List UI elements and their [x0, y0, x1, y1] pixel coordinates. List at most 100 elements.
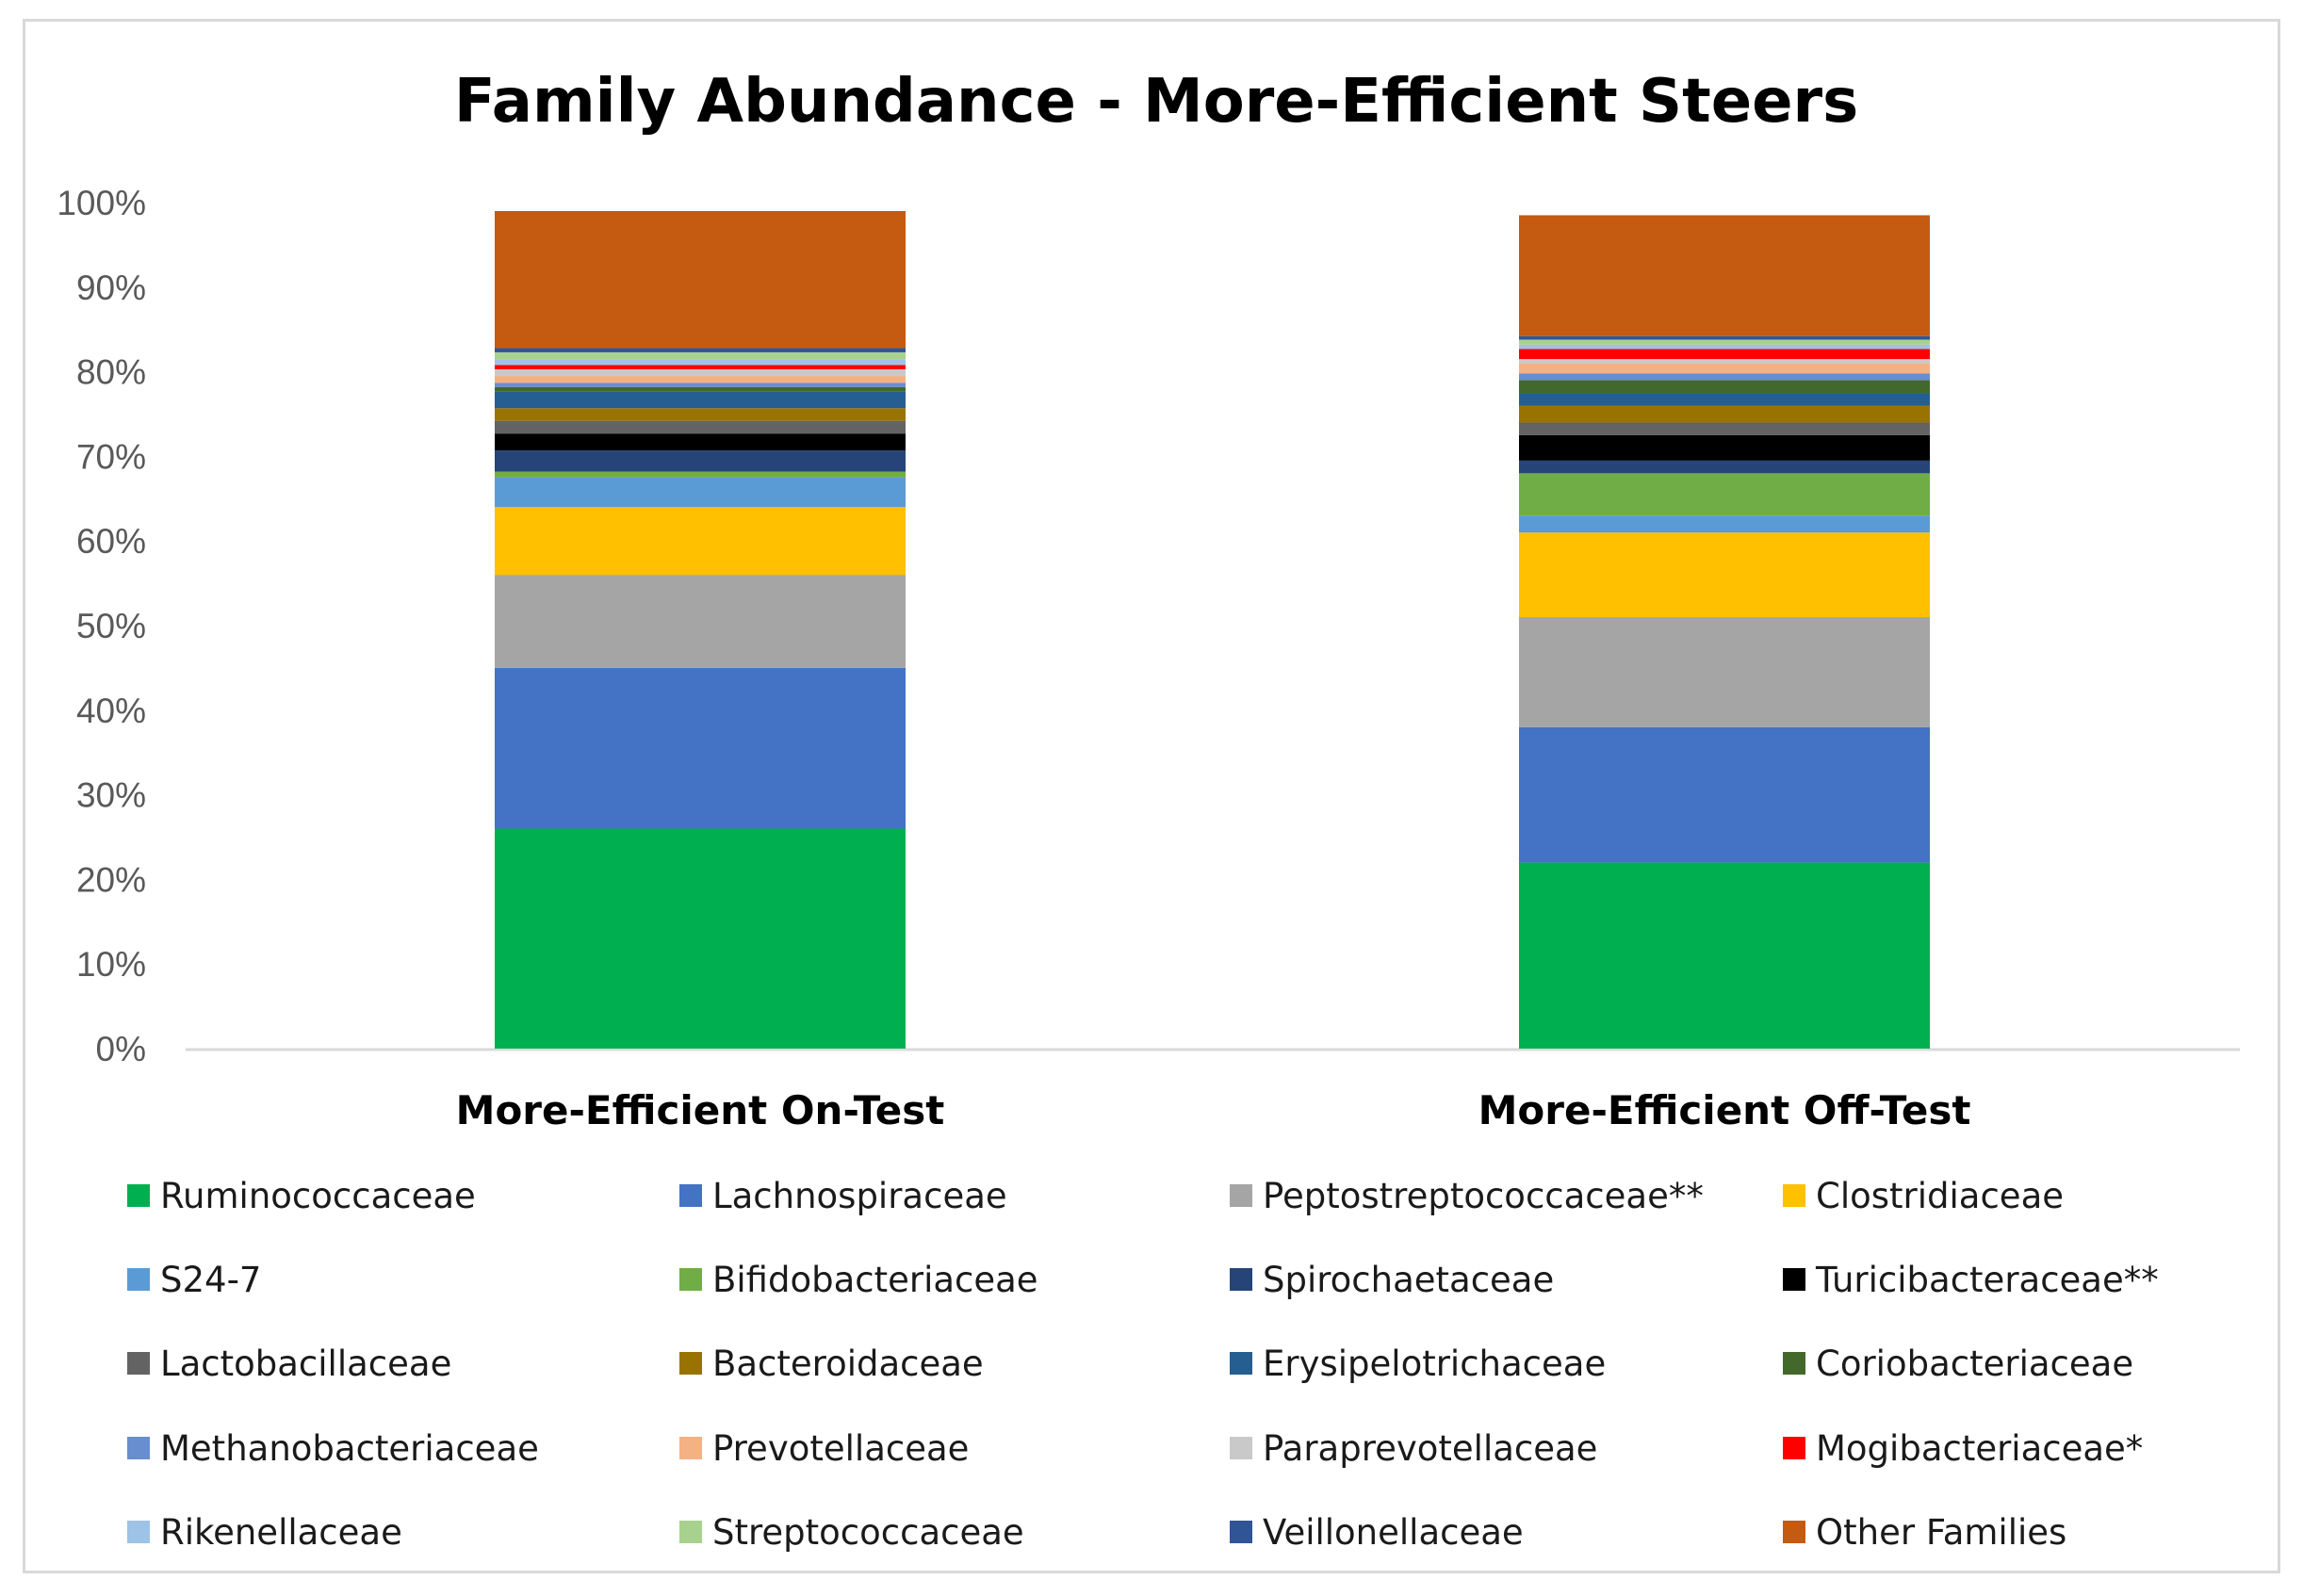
legend-item: Methanobacteriaceae	[127, 1428, 539, 1469]
bar-segment	[495, 408, 906, 421]
legend: Ruminococcaceae Lachnospiraceae Peptostrep…	[127, 1176, 2159, 1553]
bar-segment	[495, 507, 906, 576]
legend-label: Mogibacteriaceae*	[1816, 1428, 2143, 1469]
legend-label: Lactobacillaceae	[160, 1344, 451, 1384]
legend-item: Peptostreptococcaceae**	[1230, 1176, 1704, 1216]
y-tick-label: 100%	[57, 184, 146, 222]
bar-segment	[1519, 344, 1930, 350]
bar-segment	[495, 368, 906, 377]
y-tick-label: 0%	[96, 1030, 146, 1068]
legend-swatch	[1783, 1437, 1805, 1459]
legend-label: Bifidobacteriaceae	[712, 1260, 1038, 1300]
x-category-label: More-Efficient On-Test	[456, 1087, 945, 1133]
legend-item: Bacteroidaceae	[679, 1344, 984, 1384]
legend-label: Veillonellaceae	[1263, 1512, 1524, 1553]
legend-label: Lachnospiraceae	[712, 1176, 1007, 1216]
legend-label: Ruminococcaceae	[160, 1176, 476, 1216]
chart-title: Family Abundance - More-Efficient Steers	[454, 67, 1858, 137]
legend-item: S24-7	[127, 1260, 261, 1300]
bar-segment	[1519, 349, 1930, 360]
legend-item: Erysipelotrichaceae	[1230, 1344, 1606, 1384]
y-tick-label: 80%	[76, 353, 146, 392]
bar-segment	[1519, 373, 1930, 381]
bar-stack	[495, 210, 906, 1049]
legend-label: Prevotellaceae	[712, 1428, 969, 1469]
bar-segment	[1519, 359, 1930, 364]
bar-segment	[1519, 363, 1930, 374]
y-tick-label: 40%	[76, 692, 146, 730]
legend-label: Streptococcaceae	[712, 1512, 1024, 1553]
chart-frame: Family Abundance - More-Efficient Steers…	[23, 19, 2280, 1573]
bar-segment	[495, 386, 906, 392]
bar-segment	[495, 348, 906, 352]
bar-segment	[1519, 862, 1930, 1049]
bar-segment	[495, 391, 906, 409]
legend-item: Turicibacteraceae**	[1783, 1260, 2159, 1300]
legend-label: Paraprevotellaceae	[1263, 1428, 1597, 1469]
legend-label: Rikenellaceae	[160, 1512, 402, 1553]
legend-item: Coriobacteriaceae	[1783, 1344, 2133, 1384]
y-tick-label: 60%	[76, 522, 146, 561]
legend-label: Methanobacteriaceae	[160, 1428, 539, 1469]
legend-swatch	[1230, 1352, 1252, 1375]
bar-segment	[1519, 405, 1930, 423]
legend-swatch	[1230, 1184, 1252, 1207]
legend-item: Mogibacteriaceae*	[1783, 1428, 2143, 1469]
bar-segment	[495, 667, 906, 829]
bar-segment	[1519, 515, 1930, 533]
legend-label: Other Families	[1816, 1512, 2066, 1553]
legend-label: Coriobacteriaceae	[1816, 1344, 2133, 1384]
y-tick-label: 90%	[76, 269, 146, 307]
y-tick-label: 10%	[76, 945, 146, 984]
legend-item: Spirochaetaceae	[1230, 1260, 1554, 1300]
legend-swatch	[679, 1184, 702, 1207]
legend-label: Erysipelotrichaceae	[1263, 1344, 1606, 1384]
legend-swatch	[127, 1521, 150, 1543]
y-axis: 0% 10% 20% 30% 40% 50% 60% 70% 80% 90% 100%	[57, 184, 2240, 1068]
legend-swatch	[1230, 1437, 1252, 1459]
plot-area	[495, 210, 1930, 1049]
legend-label: Clostridiaceae	[1816, 1176, 2064, 1216]
legend-swatch	[127, 1268, 150, 1291]
bar-segment	[495, 376, 906, 383]
legend-swatch	[1783, 1352, 1805, 1375]
legend-item: Rikenellaceae	[127, 1512, 402, 1553]
stacked-bar-chart: Family Abundance - More-Efficient Steers…	[57, 67, 2240, 1553]
legend-item: Lachnospiraceae	[679, 1176, 1007, 1216]
legend-item: Prevotellaceae	[679, 1428, 969, 1469]
y-tick-label: 50%	[76, 607, 146, 645]
legend-swatch	[1783, 1521, 1805, 1543]
bar-segment	[495, 828, 906, 1049]
legend-swatch	[127, 1352, 150, 1375]
bar-segment	[495, 420, 906, 434]
legend-swatch	[127, 1184, 150, 1207]
bar-segment	[495, 575, 906, 668]
legend-swatch	[1783, 1268, 1805, 1291]
bar-segment	[495, 471, 906, 478]
legend-swatch	[127, 1437, 150, 1459]
bar-segment	[495, 383, 906, 387]
x-category-label: More-Efficient Off-Test	[1478, 1087, 1971, 1133]
legend-swatch	[679, 1268, 702, 1291]
legend-swatch	[679, 1352, 702, 1375]
legend-label: Turicibacteraceae**	[1815, 1260, 2159, 1300]
legend-item: Veillonellaceae	[1230, 1512, 1524, 1553]
bar-segment	[1519, 422, 1930, 435]
legend-label: S24-7	[160, 1260, 261, 1300]
x-axis: More-Efficient On-Test More-Efficient Off…	[456, 1087, 1971, 1133]
legend-item: Ruminococcaceae	[127, 1176, 476, 1216]
bar-segment	[495, 433, 906, 451]
legend-item: Streptococcaceae	[679, 1512, 1024, 1553]
bar-segment	[495, 450, 906, 472]
bar-segment	[495, 351, 906, 360]
bar-segment	[1519, 726, 1930, 863]
bar-stack	[1519, 215, 1930, 1049]
legend-item: Other Families	[1783, 1512, 2066, 1553]
legend-swatch	[1230, 1268, 1252, 1291]
legend-item: Bifidobacteriaceae	[679, 1260, 1038, 1300]
bar-segment	[1519, 393, 1930, 406]
bar-segment	[1519, 335, 1930, 340]
bar-segment	[1519, 434, 1930, 461]
legend-swatch	[679, 1437, 702, 1459]
bar-segment	[1519, 473, 1930, 516]
